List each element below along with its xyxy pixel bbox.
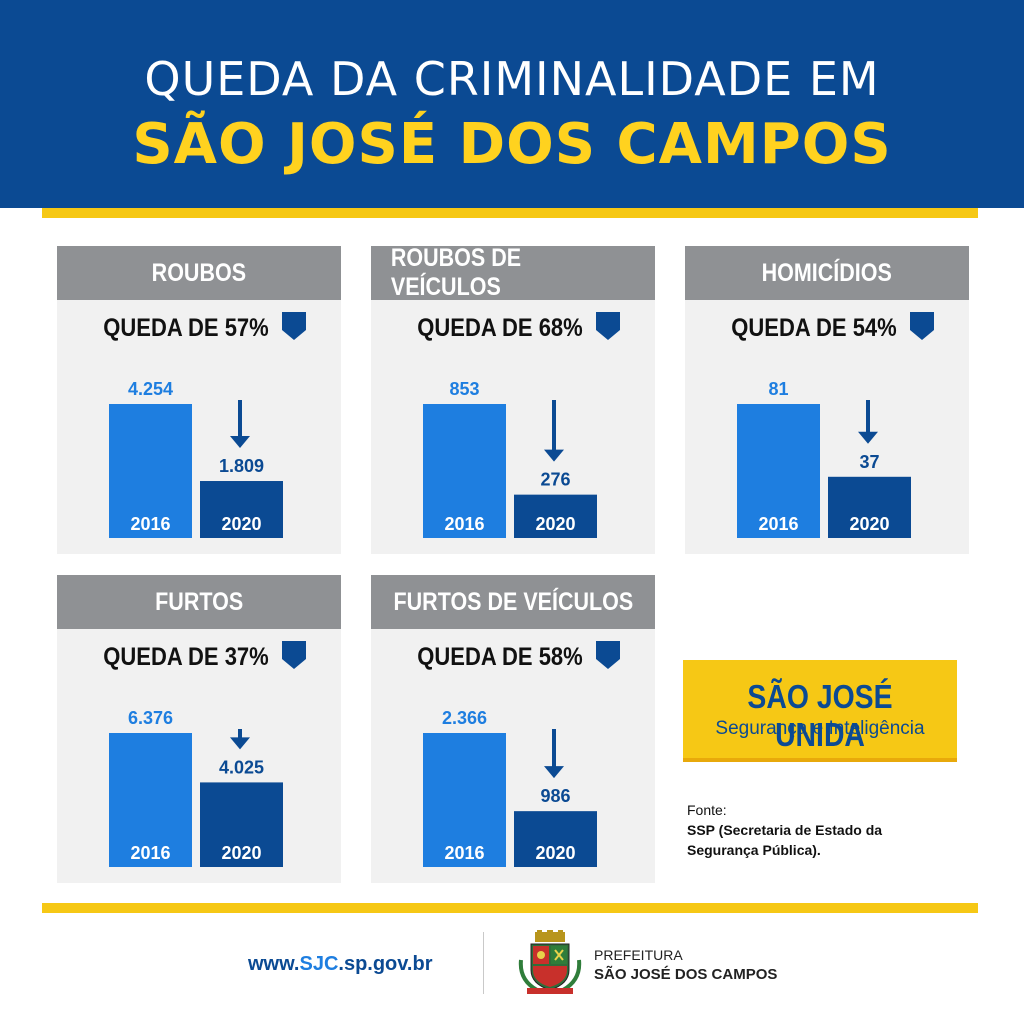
value-label: 2.366 xyxy=(442,708,487,728)
category-label: 2020 xyxy=(535,843,575,863)
card-roubos: ROUBOS QUEDA DE 57% 4.254 2016 1.809 2020 xyxy=(57,246,341,554)
bar-2016 xyxy=(423,404,506,538)
page-title: QUEDA DA CRIMINALIDADE EM xyxy=(144,52,880,106)
category-label: 2016 xyxy=(444,514,484,534)
bar-2020 xyxy=(514,494,597,538)
card-roubos-veiculos: ROUBOS DE VEÍCULOS QUEDA DE 68% 853 2016 2… xyxy=(371,244,655,554)
bar-2016 xyxy=(109,404,192,538)
category-label: 2016 xyxy=(758,514,798,534)
category-label: 2020 xyxy=(221,843,261,863)
bar-2016 xyxy=(737,404,820,538)
drop-label: QUEDA DE 58% xyxy=(371,641,655,672)
category-label: 2016 xyxy=(444,843,484,863)
bar-chart: 2.366 2016 986 2020 xyxy=(423,708,597,867)
badge-subtitle: Segurança e Inteligência xyxy=(715,718,925,739)
bar-2016 xyxy=(109,733,192,867)
bottom-yellow-divider xyxy=(42,903,978,913)
bar-2016 xyxy=(423,733,506,867)
shield-icon xyxy=(282,641,306,669)
top-yellow-divider xyxy=(42,208,978,218)
card-furtos-veiculos: FURTOS DE VEÍCULOS QUEDA DE 58% 2.366 201… xyxy=(371,575,655,883)
bar-2020 xyxy=(828,476,911,538)
bar-2020 xyxy=(200,782,283,867)
value-label: 4.025 xyxy=(219,757,264,777)
card-title: ROUBOS xyxy=(57,246,341,300)
down-arrow-icon xyxy=(544,729,564,779)
bar-chart: 81 2016 37 2020 xyxy=(737,379,911,538)
bar-chart: 4.254 2016 1.809 2020 xyxy=(109,379,283,538)
drop-label: QUEDA DE 57% xyxy=(57,312,341,343)
card-furtos: FURTOS QUEDA DE 37% 6.376 2016 4.025 2020 xyxy=(57,575,341,883)
category-label: 2020 xyxy=(849,514,889,534)
value-label: 6.376 xyxy=(128,708,173,728)
value-label: 37 xyxy=(859,452,879,472)
source-text: SSP (Secretaria de Estado da Segurança P… xyxy=(687,822,883,858)
source-note: Fonte: SSP (Secretaria de Estado da Segu… xyxy=(687,800,967,860)
drop-label: QUEDA DE 68% xyxy=(371,312,655,343)
city-name-label: SÃO JOSÉ DOS CAMPOS xyxy=(594,966,778,983)
card-title: ROUBOS DE VEÍCULOS xyxy=(371,244,655,301)
category-label: 2020 xyxy=(535,514,575,534)
value-label: 986 xyxy=(540,786,570,806)
drop-label: QUEDA DE 37% xyxy=(57,641,341,672)
city-crest-icon xyxy=(518,930,582,994)
shield-icon xyxy=(910,312,934,340)
down-arrow-icon xyxy=(858,400,878,444)
card-title: FURTOS xyxy=(57,575,341,629)
card-homicidios: HOMICÍDIOS QUEDA DE 54% 81 2016 37 2020 xyxy=(685,246,969,554)
value-label: 276 xyxy=(540,470,570,490)
card-title: HOMICÍDIOS xyxy=(685,246,969,300)
category-label: 2016 xyxy=(130,843,170,863)
badge-title: SÃO JOSÉ UNIDA xyxy=(747,678,893,753)
card-title: FURTOS DE VEÍCULOS xyxy=(371,575,655,629)
drop-label: QUEDA DE 54% xyxy=(685,312,969,343)
shield-icon xyxy=(596,641,620,669)
footer-divider xyxy=(483,932,484,994)
category-label: 2020 xyxy=(221,514,261,534)
shield-icon xyxy=(282,312,306,340)
bar-2020 xyxy=(200,481,283,538)
down-arrow-icon xyxy=(230,400,250,449)
page-title-city: SÃO JOSÉ DOS CAMPOS xyxy=(132,112,892,177)
bar-chart: 853 2016 276 2020 xyxy=(423,379,597,538)
category-label: 2016 xyxy=(130,514,170,534)
value-label: 1.809 xyxy=(219,456,264,476)
value-label: 4.254 xyxy=(128,379,173,399)
value-label: 81 xyxy=(768,379,788,399)
value-label: 853 xyxy=(449,379,479,399)
down-arrow-icon xyxy=(544,400,564,462)
bar-chart: 6.376 2016 4.025 2020 xyxy=(109,708,283,867)
source-label: Fonte: xyxy=(687,802,727,818)
shield-icon xyxy=(596,312,620,340)
bar-2020 xyxy=(514,811,597,867)
sao-jose-unida-badge: SÃO JOSÉ UNIDA Segurança e Inteligência xyxy=(683,660,957,762)
prefeitura-label: PREFEITURA xyxy=(594,947,683,963)
website-link[interactable]: www.SJC.sp.gov.br xyxy=(248,953,433,975)
down-arrow-icon xyxy=(230,729,250,750)
header-banner: QUEDA DA CRIMINALIDADE EM SÃO JOSÉ DOS C… xyxy=(0,0,1024,208)
